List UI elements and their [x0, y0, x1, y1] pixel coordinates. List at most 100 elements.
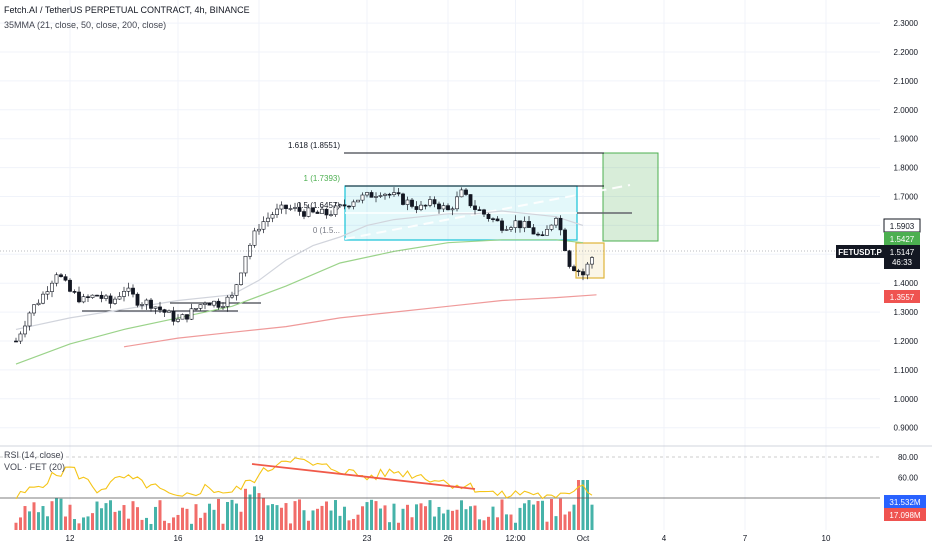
volume-bar [388, 522, 391, 530]
candle-body [509, 227, 513, 230]
volume-bar [374, 501, 378, 530]
candle-body [306, 207, 311, 217]
rsi-tick-label: 60.00 [898, 474, 919, 483]
candle-body [72, 291, 77, 293]
volume-bar [410, 517, 414, 530]
volume-bar [158, 500, 162, 530]
rsi-legend[interactable]: RSI (14, close) [4, 450, 64, 460]
candle-body [45, 291, 50, 295]
candle-body [576, 270, 581, 273]
volume-bar [514, 522, 517, 530]
volume-bar [280, 507, 283, 530]
volume-bar [221, 523, 225, 530]
time-tick-label: 7 [743, 534, 748, 543]
candle-body [257, 228, 261, 232]
volume-bar [415, 504, 418, 530]
svg-text:1.3557: 1.3557 [890, 293, 915, 302]
rsi-divergence-line[interactable] [251, 463, 476, 490]
price-tick-label: 1.1000 [894, 366, 919, 375]
candle-body [518, 220, 522, 229]
time-tick-label: Oct [577, 534, 590, 543]
fib-label-0: 0 (1.5... [313, 226, 340, 235]
volume-bar [370, 499, 373, 530]
candle-body [90, 294, 95, 298]
candle-body [180, 314, 185, 320]
volume-bar [496, 517, 499, 530]
candle-body [333, 205, 338, 215]
volume-bar [140, 519, 144, 530]
volume-bar [293, 501, 297, 530]
time-tick-label: 12 [66, 534, 75, 543]
candle-body [194, 308, 198, 310]
candle-body [99, 294, 104, 299]
volume-bar [460, 500, 463, 530]
time-tick-label: 16 [174, 534, 183, 543]
volume-legend[interactable]: VOL · FET (20) [4, 462, 66, 472]
candle-body [468, 194, 473, 207]
price-tick-label: 1.2000 [894, 337, 919, 346]
candle-body [414, 206, 419, 210]
volume-bars [14, 480, 594, 530]
candle-body [131, 287, 135, 295]
time-axis[interactable]: 12 16 19 23 26 12:00 Oct 4 7 10 [66, 534, 831, 543]
volume-bar [131, 501, 135, 530]
candle-body [441, 205, 446, 210]
volume-bar [581, 480, 585, 530]
volume-bar [442, 513, 445, 530]
candle-body [401, 193, 405, 205]
candle-body [342, 204, 347, 207]
candle-body [297, 207, 302, 212]
volume-bar [109, 500, 112, 530]
volume-bar [226, 501, 229, 530]
price-tick-label: 2.2000 [894, 48, 919, 57]
vol-badge-2: 17.098M [884, 508, 926, 521]
volume-bar [73, 519, 76, 530]
price-badge-ma200: 1.3557 [884, 290, 920, 303]
volume-bar [424, 506, 427, 530]
candle-body [477, 209, 482, 211]
candle-body [567, 250, 572, 267]
candle-body [585, 263, 590, 276]
svg-text:46:33: 46:33 [892, 258, 913, 267]
volume-bar [230, 499, 234, 530]
candle-body [302, 211, 306, 217]
candle-body [207, 302, 212, 306]
volume-bar [248, 494, 252, 530]
volume-bar [518, 507, 522, 530]
volume-bar [545, 521, 549, 530]
stop-zone[interactable] [575, 242, 605, 279]
volume-bar [127, 518, 130, 530]
volume-bar [199, 517, 202, 530]
candle-body [540, 234, 545, 236]
candle-body [63, 276, 68, 281]
symbol-tag: FETUSDT.P [836, 245, 884, 258]
indicator-legend[interactable]: 35MMA (21, close, 50, close, 200, close) [4, 20, 167, 30]
target-zone[interactable] [602, 152, 659, 242]
candle-body [167, 310, 171, 313]
candle-body [36, 302, 41, 306]
price-tick-label: 2.1000 [894, 77, 919, 86]
candle-body [392, 192, 396, 195]
candle-body [162, 309, 167, 313]
candle-body [513, 220, 518, 228]
volume-bar [343, 506, 346, 530]
candle-body [423, 204, 428, 207]
volume-bar [104, 503, 108, 530]
volume-bar [82, 517, 85, 530]
volume-bar [163, 520, 166, 530]
candle-body [347, 205, 351, 208]
chart-title: Fetch.AI / TetherUS PERPETUAL CONTRACT, … [4, 5, 250, 15]
volume-bar [559, 498, 562, 530]
fib-label-1: 1 (1.7393) [304, 174, 341, 183]
candle-body [410, 199, 414, 207]
ma-line-ma21 [15, 210, 584, 330]
price-tick-label: 1.8000 [894, 164, 919, 173]
volume-bar [469, 506, 472, 530]
volume-bar [271, 504, 274, 530]
volume-bar [541, 500, 544, 530]
volume-bar [455, 509, 459, 530]
candle-body [572, 266, 576, 272]
volume-bar [428, 500, 432, 530]
volume-bar [523, 503, 526, 530]
